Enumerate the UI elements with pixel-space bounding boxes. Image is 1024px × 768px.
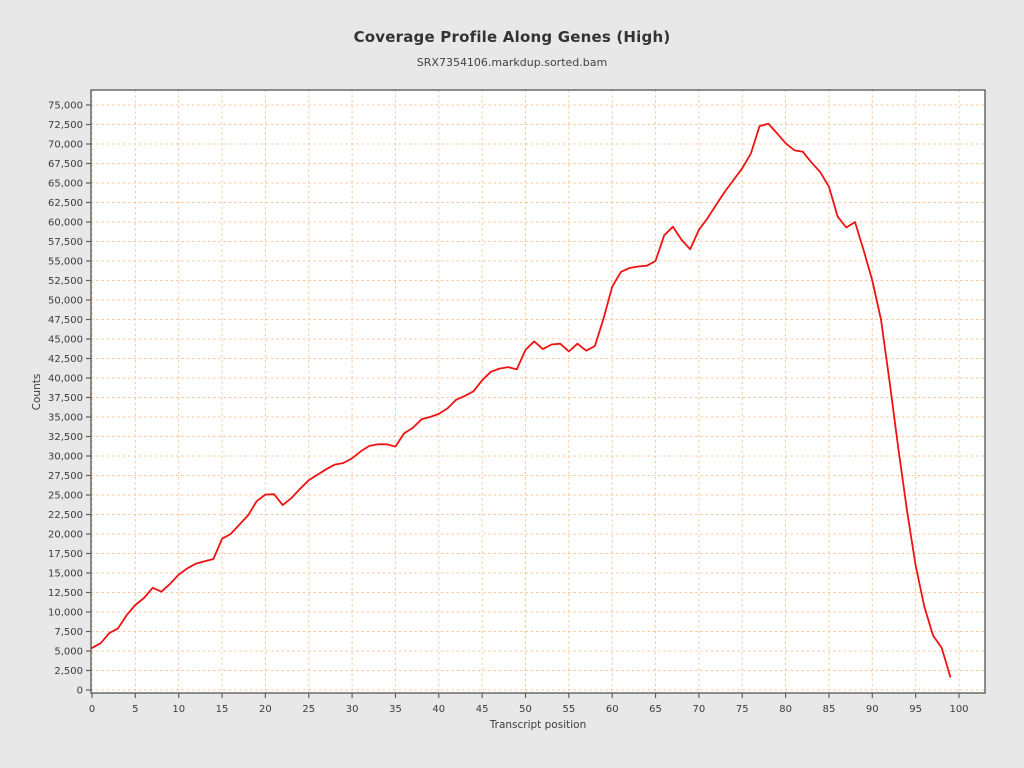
y-tick-label: 57,500 <box>48 237 83 248</box>
x-tick-label: 65 <box>649 704 662 715</box>
y-tick-label: 67,500 <box>48 159 83 170</box>
x-tick-label: 35 <box>389 704 402 715</box>
x-tick-label: 95 <box>909 704 922 715</box>
y-tick-label: 47,500 <box>48 315 83 326</box>
y-tick-label: 7,500 <box>54 627 83 638</box>
plot-area <box>91 90 985 693</box>
y-tick-label: 52,500 <box>48 276 83 287</box>
x-tick-label: 40 <box>432 704 445 715</box>
y-axis-label: Counts <box>31 374 43 411</box>
y-tick-label: 42,500 <box>48 354 83 365</box>
y-tick-label: 70,000 <box>48 140 83 151</box>
y-tick-label: 15,000 <box>48 569 83 580</box>
y-tick-label: 5,000 <box>54 647 83 658</box>
y-tick-label: 12,500 <box>48 588 83 599</box>
y-tick-label: 10,000 <box>48 608 83 619</box>
y-tick-label: 35,000 <box>48 413 83 424</box>
grid-lines <box>91 90 985 693</box>
x-tick-label: 5 <box>132 704 138 715</box>
tick-labels: 0 5 10 15 20 25 30 35 40 45 50 55 60 65 70 75 80 85 90 95 10… <box>48 101 969 716</box>
x-tick-label: 10 <box>172 704 185 715</box>
x-tick-label: 90 <box>866 704 879 715</box>
axis-ticks <box>86 104 960 698</box>
x-tick-label: 60 <box>606 704 619 715</box>
plot-frame <box>90 89 986 694</box>
x-tick-label: 100 <box>949 704 968 715</box>
y-tick-label: 0 <box>77 686 83 697</box>
y-tick-label: 2,500 <box>54 666 83 677</box>
y-tick-label: 27,500 <box>48 471 83 482</box>
y-tick-label: 62,500 <box>48 198 83 209</box>
y-tick-label: 50,000 <box>48 296 83 307</box>
y-tick-label: 22,500 <box>48 510 83 521</box>
coverage-line <box>91 122 952 678</box>
x-tick-label: 50 <box>519 704 532 715</box>
chart-title: Coverage Profile Along Genes (High) <box>353 28 671 46</box>
y-tick-label: 20,000 <box>48 530 83 541</box>
x-axis-label: Transcript position <box>489 719 586 731</box>
y-tick-label: 40,000 <box>48 374 83 385</box>
x-tick-label: 20 <box>259 704 272 715</box>
x-tick-label: 45 <box>476 704 489 715</box>
x-tick-label: 75 <box>736 704 749 715</box>
x-tick-label: 25 <box>302 704 315 715</box>
y-tick-label: 32,500 <box>48 432 83 443</box>
y-tick-label: 72,500 <box>48 120 83 131</box>
y-tick-label: 65,000 <box>48 179 83 190</box>
y-tick-label: 60,000 <box>48 218 83 229</box>
x-tick-label: 55 <box>562 704 575 715</box>
y-tick-label: 25,000 <box>48 491 83 502</box>
x-tick-label: 70 <box>693 704 706 715</box>
y-tick-label: 37,500 <box>48 393 83 404</box>
chart-subtitle: SRX7354106.markdup.sorted.bam <box>416 56 608 69</box>
y-tick-label: 17,500 <box>48 549 83 560</box>
y-tick-label: 75,000 <box>48 101 83 112</box>
y-tick-label: 30,000 <box>48 452 83 463</box>
x-tick-label: 0 <box>89 704 95 715</box>
x-tick-label: 30 <box>346 704 359 715</box>
x-tick-label: 85 <box>823 704 836 715</box>
x-tick-label: 80 <box>779 704 792 715</box>
y-tick-label: 55,000 <box>48 257 83 268</box>
x-tick-label: 15 <box>216 704 229 715</box>
y-tick-label: 45,000 <box>48 335 83 346</box>
